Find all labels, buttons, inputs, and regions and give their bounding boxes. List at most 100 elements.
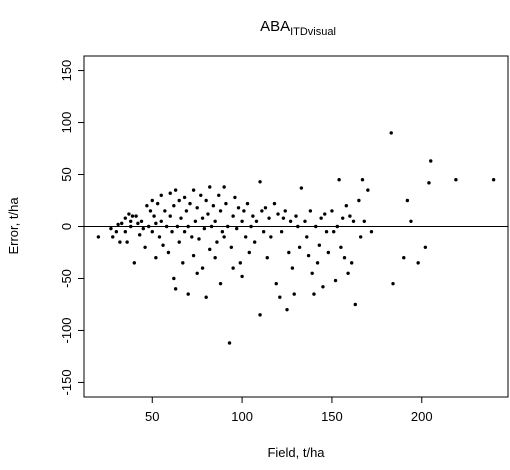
data-point bbox=[265, 255, 269, 260]
x-tick-label: 100 bbox=[231, 409, 253, 424]
data-point bbox=[188, 201, 192, 206]
y-tick-label: 150 bbox=[59, 60, 74, 82]
data-points bbox=[96, 131, 496, 345]
data-point bbox=[206, 212, 210, 216]
data-point bbox=[96, 235, 101, 239]
y-tick-label: -150 bbox=[59, 369, 74, 395]
data-point bbox=[358, 235, 363, 239]
data-point bbox=[274, 281, 278, 286]
data-point bbox=[240, 274, 244, 279]
data-point bbox=[111, 235, 115, 239]
data-point bbox=[276, 212, 280, 216]
data-point bbox=[263, 206, 268, 210]
data-point bbox=[285, 307, 289, 312]
data-point bbox=[114, 229, 119, 234]
x-tick-label: 150 bbox=[321, 409, 343, 424]
data-point bbox=[204, 198, 208, 203]
data-point bbox=[236, 206, 241, 210]
data-point bbox=[159, 193, 163, 198]
data-point bbox=[213, 219, 217, 224]
data-point bbox=[357, 198, 361, 203]
data-point bbox=[220, 229, 225, 234]
data-point bbox=[190, 235, 194, 239]
data-point bbox=[145, 204, 149, 208]
data-point bbox=[199, 193, 203, 198]
chart-title-subscript: ITDvisual bbox=[290, 26, 336, 38]
data-point bbox=[123, 229, 128, 234]
data-point bbox=[182, 195, 187, 200]
data-point bbox=[195, 271, 199, 275]
data-point bbox=[166, 250, 171, 255]
data-point bbox=[118, 240, 122, 244]
data-point bbox=[258, 313, 262, 317]
data-point bbox=[154, 221, 158, 226]
data-point bbox=[127, 212, 131, 216]
y-axis: -150 -100 -50 0 50 100 150 bbox=[59, 60, 84, 395]
data-point bbox=[168, 214, 172, 218]
data-point bbox=[231, 266, 235, 270]
data-point bbox=[339, 245, 343, 249]
data-point bbox=[164, 224, 169, 229]
data-point bbox=[344, 204, 349, 208]
data-point bbox=[261, 229, 266, 234]
data-point bbox=[312, 292, 316, 296]
data-point bbox=[170, 229, 174, 234]
data-point bbox=[184, 209, 189, 213]
data-point bbox=[193, 219, 198, 224]
data-point bbox=[129, 219, 133, 224]
data-point bbox=[173, 188, 178, 192]
data-point bbox=[402, 255, 406, 260]
data-point bbox=[278, 295, 282, 299]
data-point bbox=[132, 261, 137, 265]
data-point bbox=[310, 271, 314, 275]
data-point bbox=[315, 261, 320, 265]
data-point bbox=[294, 214, 298, 218]
data-point bbox=[208, 247, 212, 252]
data-point bbox=[330, 209, 334, 213]
data-point bbox=[416, 261, 420, 265]
data-point bbox=[260, 209, 264, 213]
data-point bbox=[226, 224, 230, 229]
data-point bbox=[303, 219, 307, 224]
x-axis-label: Field, t/ha bbox=[267, 445, 325, 460]
data-point bbox=[161, 243, 165, 247]
data-point bbox=[134, 214, 138, 218]
data-point bbox=[314, 224, 318, 229]
data-point bbox=[200, 266, 205, 270]
data-point bbox=[154, 255, 158, 260]
data-point bbox=[129, 224, 133, 229]
data-point bbox=[217, 193, 221, 198]
data-point bbox=[227, 341, 232, 345]
data-point bbox=[333, 278, 338, 283]
data-point bbox=[267, 216, 271, 220]
data-point bbox=[125, 240, 129, 244]
data-point bbox=[242, 209, 246, 213]
data-point bbox=[288, 219, 293, 224]
data-point bbox=[186, 224, 190, 229]
data-point bbox=[296, 224, 300, 229]
data-point bbox=[130, 214, 135, 218]
data-point bbox=[141, 226, 145, 231]
data-point bbox=[197, 237, 201, 241]
x-tick-label: 200 bbox=[411, 409, 433, 424]
data-point bbox=[123, 216, 128, 220]
data-point bbox=[366, 188, 370, 192]
data-point bbox=[369, 229, 374, 234]
data-point bbox=[348, 214, 352, 218]
y-tick-label: 0 bbox=[59, 223, 74, 230]
data-point bbox=[163, 209, 167, 213]
data-point bbox=[245, 201, 250, 206]
x-axis: 50 100 150 200 bbox=[145, 397, 433, 424]
data-point bbox=[326, 250, 331, 255]
data-point bbox=[249, 224, 253, 229]
data-point bbox=[215, 240, 219, 244]
data-point bbox=[157, 235, 162, 239]
data-point bbox=[351, 219, 356, 224]
data-point bbox=[319, 216, 323, 220]
data-point bbox=[283, 209, 287, 213]
data-point bbox=[409, 219, 413, 224]
data-point bbox=[191, 188, 196, 192]
data-point bbox=[297, 245, 302, 249]
data-point bbox=[233, 195, 237, 200]
